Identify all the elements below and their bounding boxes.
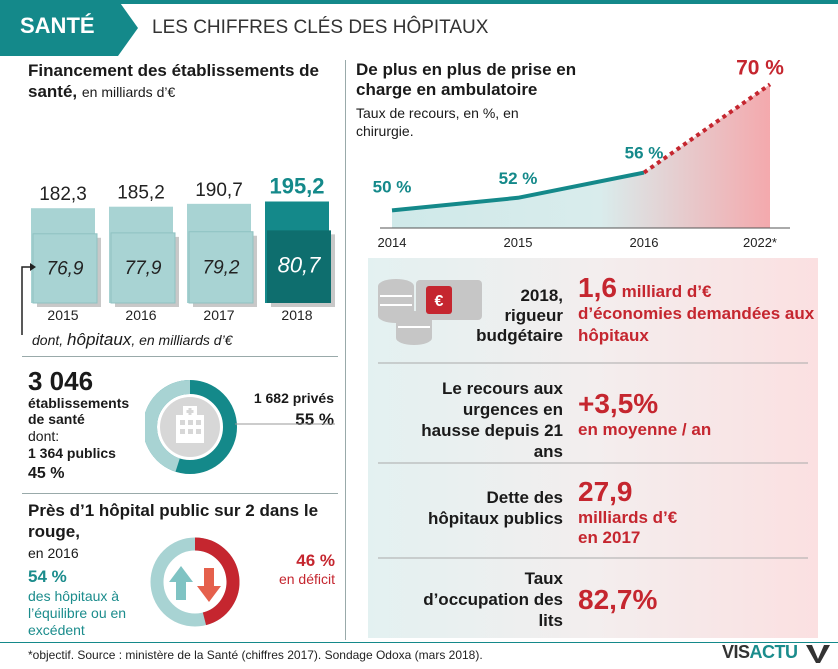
label-total-2016: 185,2	[117, 183, 165, 204]
funding-title: Financement des établissements de santé,…	[28, 61, 319, 101]
x-tick-1: 2015	[504, 235, 533, 250]
header-title: LES CHIFFRES CLÉS DES HÔPITAUX	[152, 17, 489, 38]
funding-subnote-hospitals: hôpitaux	[67, 330, 132, 349]
keyfact-3-label: Dette des hôpitaux publics	[427, 488, 563, 528]
keyfact-3-value: 27,9 milliards d’€ en 2017	[578, 476, 678, 547]
label-total-2017: 190,7	[195, 180, 243, 201]
funding-subnote: dont, hôpitaux, en milliards d’€	[32, 330, 233, 349]
label-hospital-2015: 76,9	[47, 258, 84, 279]
header-banner	[0, 0, 838, 56]
keyfact-2-label: Le recours aux urgences en hausse depuis…	[421, 379, 563, 461]
x-tick-2015: 2015	[47, 307, 78, 323]
keyfact-1-value: 1,6 milliard d’€ d’économies demandées a…	[578, 272, 815, 346]
data-label-1: 52 %	[499, 169, 538, 188]
header-tag: SANTÉ	[20, 13, 95, 38]
footer-source: *objectif. Source : ministère de la Sant…	[28, 648, 483, 662]
deficit-label: en déficit	[278, 571, 335, 587]
data-label-3: 70 %	[736, 56, 784, 79]
keyfacts-bg	[368, 258, 818, 638]
hospital-icon	[176, 406, 204, 443]
series-line	[391, 170, 645, 213]
bar-hospital-2015	[32, 233, 98, 304]
x-tick-2: 2016	[630, 235, 659, 250]
funding-unit: en milliards d’€	[81, 84, 176, 100]
arrow-up-icon	[169, 566, 193, 600]
public-count: 1 364 publics	[28, 445, 116, 461]
deficit-year: en 2016	[28, 545, 79, 561]
funding-chart: 182,3 76,9 2015 185,2 77,9 2016 190,7 79,2 2017 1…	[21, 173, 335, 335]
area-fill	[392, 84, 770, 229]
label-total-2015: 182,3	[39, 184, 87, 205]
label-total-2018: 195,2	[269, 173, 324, 198]
data-label-0: 50 %	[373, 177, 412, 196]
deficit-donut	[150, 537, 240, 627]
connector-arrow-icon	[30, 263, 36, 271]
bar-hospital-2016	[110, 232, 176, 304]
x-tick-2016: 2016	[125, 307, 156, 323]
keyfact-4-label: Taux d’occupation des lits	[423, 569, 563, 630]
footer-rule	[0, 642, 838, 643]
donut-public	[145, 380, 191, 472]
keyfact-4-value: 82,7%	[578, 584, 658, 615]
private-count: 1 682 privés	[253, 390, 334, 406]
coins-icon	[378, 279, 432, 345]
label-hospital-2016: 77,9	[125, 258, 162, 279]
brand-mark	[806, 645, 830, 663]
establishments-label: établissements de santé	[28, 395, 130, 427]
public-pct: 45 %	[28, 465, 65, 482]
data-label-2: 56 %	[625, 144, 664, 163]
deficit-title: Près d’1 hôpital public sur 2 dans le ro…	[28, 501, 319, 541]
bar-hospital-2018	[267, 230, 331, 303]
section-divider-1	[22, 356, 338, 357]
label-hospital-2018: 80,7	[278, 253, 322, 278]
header-tag-shape	[0, 0, 138, 56]
ambulatory-subtitle: Taux de recours, en %, en chirurgie.	[356, 105, 519, 139]
funding-growth-label: (+2,3%)	[274, 135, 320, 150]
x-tick-2017: 2017	[203, 307, 234, 323]
ambulatory-title: De plus en plus de prise en charge en am…	[356, 60, 577, 99]
x-tick-3: 2022*	[743, 235, 777, 250]
establishments-donut	[145, 380, 335, 474]
money-icon: €	[378, 279, 482, 345]
keyfact-1-label: 2018, rigueur budgétaire	[476, 286, 563, 345]
brand-logo: VISACTU	[722, 642, 798, 662]
deficit-pct: 46 %	[296, 551, 335, 570]
section-divider-2	[22, 493, 338, 494]
series-line-projection	[642, 82, 772, 175]
banknote-icon: €	[416, 280, 482, 320]
connector-line	[21, 266, 30, 335]
label-hospital-2017: 79,2	[203, 257, 240, 278]
keyfact-2-value: +3,5% en moyenne / an	[578, 388, 712, 439]
arrow-down-icon	[197, 568, 221, 602]
ok-label: des hôpitaux à l’équilibre ou en excéden…	[28, 588, 127, 638]
establishments-count: 3 046	[28, 366, 94, 396]
donut-deficit	[194, 537, 240, 626]
establishments-dont: dont:	[28, 428, 60, 444]
x-tick-2018: 2018	[281, 307, 312, 323]
column-divider	[345, 60, 346, 640]
bar-hospital-2017	[188, 231, 254, 304]
ok-pct: 54 %	[28, 567, 67, 586]
x-tick-0: 2014	[378, 235, 407, 250]
svg-text:€: €	[435, 293, 444, 310]
ambulatory-chart: 50 % 2014 52 % 2015 56 % 2016 70 % 2022*	[373, 56, 790, 250]
